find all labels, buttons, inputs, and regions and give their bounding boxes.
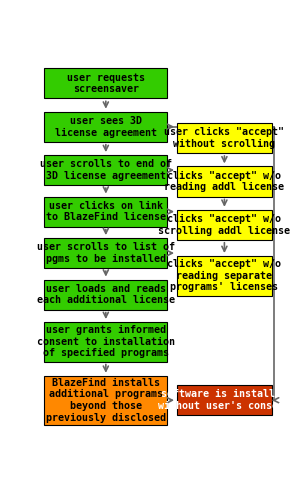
FancyBboxPatch shape xyxy=(44,196,167,227)
Text: user requests
screensaver: user requests screensaver xyxy=(67,73,145,94)
Text: clicks "accept" w/o
scrolling addl license: clicks "accept" w/o scrolling addl licen… xyxy=(159,214,290,236)
Text: user loads and reads
each additional license: user loads and reads each additional lic… xyxy=(37,284,175,305)
FancyBboxPatch shape xyxy=(44,68,167,98)
Text: clicks "accept" w/o
reading separate
programs' licenses: clicks "accept" w/o reading separate pro… xyxy=(167,259,282,293)
FancyBboxPatch shape xyxy=(177,123,272,153)
FancyBboxPatch shape xyxy=(177,166,272,196)
FancyBboxPatch shape xyxy=(44,376,167,425)
Text: user sees 3D
license agreement: user sees 3D license agreement xyxy=(55,116,157,138)
Text: software is installed
without user's consent: software is installed without user's con… xyxy=(159,390,290,411)
FancyBboxPatch shape xyxy=(44,238,167,268)
FancyBboxPatch shape xyxy=(44,112,167,142)
Text: user clicks "accept"
without scrolling: user clicks "accept" without scrolling xyxy=(164,127,284,149)
FancyBboxPatch shape xyxy=(177,385,272,416)
Text: clicks "accept" w/o
reading addl license: clicks "accept" w/o reading addl license xyxy=(164,171,284,192)
Text: user clicks on link
to BlazeFind license: user clicks on link to BlazeFind license xyxy=(46,201,166,222)
FancyBboxPatch shape xyxy=(44,322,167,362)
FancyBboxPatch shape xyxy=(44,155,167,185)
FancyBboxPatch shape xyxy=(177,256,272,295)
Text: BlazeFind installs
additional programs
beyond those
previously disclosed: BlazeFind installs additional programs b… xyxy=(46,378,166,423)
Text: user scrolls to list of
pgms to be installed: user scrolls to list of pgms to be insta… xyxy=(37,242,175,264)
Text: user scrolls to end of
3D license agreement: user scrolls to end of 3D license agreem… xyxy=(40,159,172,181)
FancyBboxPatch shape xyxy=(177,210,272,240)
Text: user grants informed
consent to installation
of specified programs: user grants informed consent to installa… xyxy=(37,325,175,358)
FancyBboxPatch shape xyxy=(44,279,167,310)
